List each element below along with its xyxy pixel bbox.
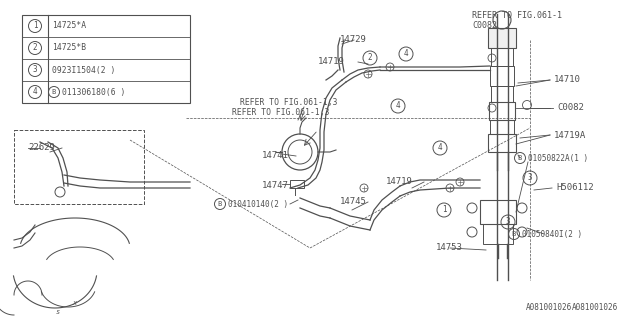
Text: H506112: H506112 [556,183,594,193]
Bar [480,200,516,224]
Bar [488,134,516,152]
Bar [491,48,513,66]
Text: 14719: 14719 [318,58,345,67]
Bar [488,28,516,48]
Bar [491,86,513,102]
Text: 14725*A: 14725*A [52,21,86,30]
Text: 14741: 14741 [262,151,289,161]
Text: 011306180(6 ): 011306180(6 ) [62,87,125,97]
Bar [489,102,515,120]
Text: 0923I1504(2 ): 0923I1504(2 ) [52,66,115,75]
Text: 1: 1 [442,205,446,214]
Bar [490,66,514,86]
Text: 22629: 22629 [28,143,55,153]
Text: B: B [218,201,222,207]
Text: s: s [56,309,60,315]
Bar [490,120,514,134]
Text: 3: 3 [33,66,37,75]
Text: A081001026: A081001026 [525,303,572,313]
Text: 4: 4 [404,50,408,59]
Text: B: B [52,89,56,95]
Text: A081001026: A081001026 [572,302,618,311]
Text: B: B [518,155,522,161]
Text: x: x [72,300,76,306]
Text: 14745: 14745 [340,197,367,206]
Text: 14725*B: 14725*B [52,44,86,52]
Text: 01050822A(1 ): 01050822A(1 ) [528,154,588,163]
Text: B: B [512,231,516,237]
Bar [22,15,190,103]
Text: 14753: 14753 [436,244,463,252]
Text: 01050840I(2 ): 01050840I(2 ) [522,229,582,238]
Text: 2: 2 [368,53,372,62]
Text: REFER TO FIG.061-1,3: REFER TO FIG.061-1,3 [232,108,330,116]
Text: 14710: 14710 [554,76,581,84]
Text: 3: 3 [528,173,532,182]
Text: C0082: C0082 [557,103,584,113]
Text: 010410140(2 ): 010410140(2 ) [228,199,288,209]
Text: 4: 4 [33,87,37,97]
Text: 14747: 14747 [262,180,289,189]
Text: 14719: 14719 [386,178,413,187]
Text: 14729: 14729 [340,36,367,44]
Text: C0082: C0082 [472,21,497,30]
Bar [290,180,304,188]
Text: 2: 2 [33,44,37,52]
Bar [483,224,513,244]
Text: REFER TO FIG.061-1,3: REFER TO FIG.061-1,3 [240,98,337,107]
Text: 4: 4 [438,143,442,153]
Text: REFER TO FIG.061-1: REFER TO FIG.061-1 [472,12,562,20]
Text: 3: 3 [506,218,510,227]
Text: 1: 1 [33,21,37,30]
Bar [14,130,144,204]
Text: 4: 4 [396,101,400,110]
Text: 14719A: 14719A [554,131,586,140]
